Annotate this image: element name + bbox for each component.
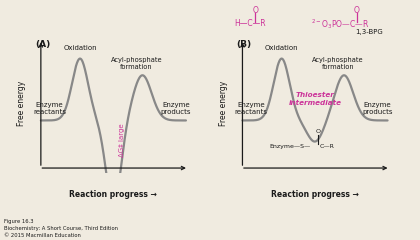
- Text: Acyl-phosphate
formation: Acyl-phosphate formation: [111, 57, 163, 71]
- Text: O: O: [252, 6, 258, 15]
- Text: (A): (A): [35, 40, 50, 48]
- Text: 1,3-BPG: 1,3-BPG: [355, 29, 383, 35]
- Text: Enzyme
products: Enzyme products: [160, 102, 191, 115]
- Text: Enzyme
products: Enzyme products: [362, 102, 393, 115]
- Text: Oxidation: Oxidation: [63, 45, 97, 51]
- Text: $^{2-}$O$_3$PO—C—R: $^{2-}$O$_3$PO—C—R: [311, 17, 369, 31]
- Text: Thioester
intermediate: Thioester intermediate: [289, 92, 341, 106]
- Text: H—C—R: H—C—R: [234, 19, 266, 29]
- Text: (B): (B): [236, 40, 252, 48]
- Text: Enzyme—S—: Enzyme—S—: [269, 144, 311, 149]
- Text: Enzyme
reactants: Enzyme reactants: [33, 102, 66, 115]
- Text: Enzyme
reactants: Enzyme reactants: [235, 102, 268, 115]
- Text: Figure 16.3
Biochemistry: A Short Course, Third Edition
© 2015 Macmillan Educati: Figure 16.3 Biochemistry: A Short Course…: [4, 219, 118, 238]
- Text: Free energy: Free energy: [18, 81, 26, 126]
- Text: C—R: C—R: [319, 144, 334, 149]
- Text: O: O: [354, 6, 360, 15]
- Text: Reaction progress →: Reaction progress →: [69, 190, 158, 199]
- Text: Oxidation: Oxidation: [265, 45, 299, 51]
- Text: Acyl-phosphate
formation: Acyl-phosphate formation: [312, 57, 364, 71]
- Text: Reaction progress →: Reaction progress →: [271, 190, 359, 199]
- Text: O: O: [315, 129, 320, 134]
- Text: ΔG‡ large: ΔG‡ large: [119, 124, 125, 157]
- Text: Free energy: Free energy: [219, 81, 228, 126]
